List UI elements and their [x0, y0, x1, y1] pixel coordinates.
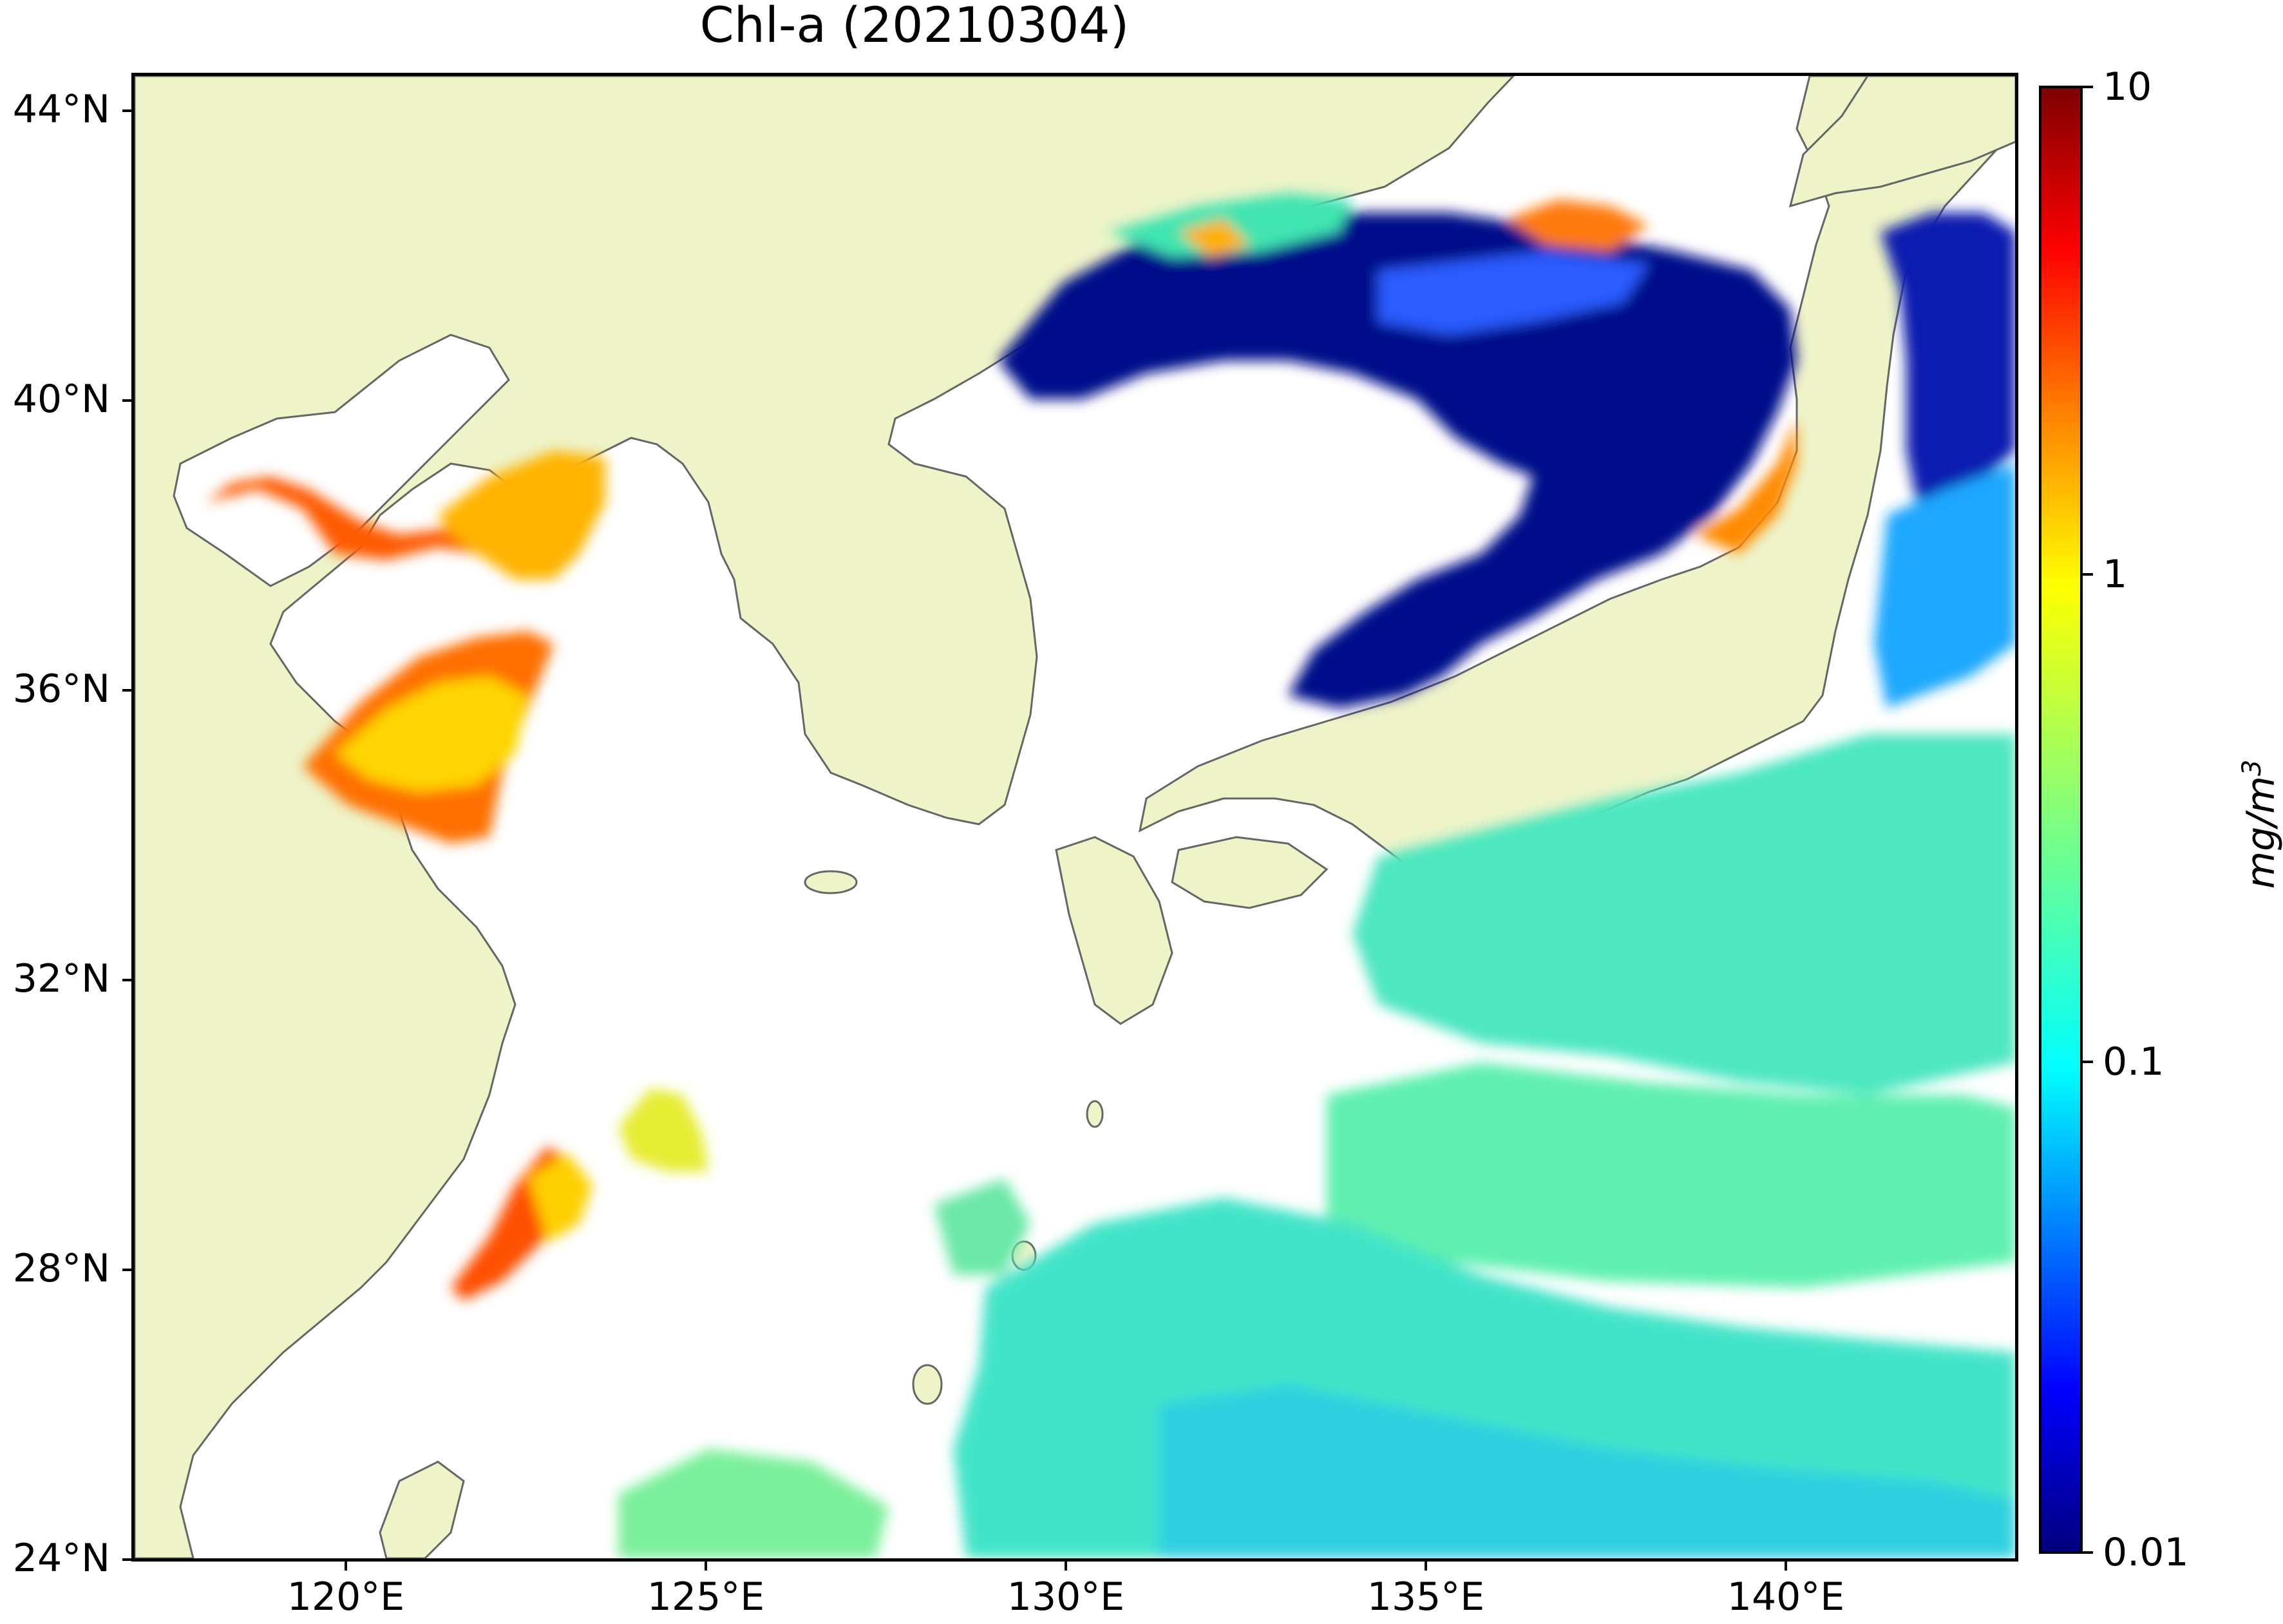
lon-label-125: 125°E	[647, 1574, 765, 1619]
bohai-water	[173, 334, 510, 587]
lon-label-140: 140°E	[1727, 1574, 1845, 1619]
map-title: Chl-a (20210304)	[699, 0, 1130, 53]
map-svg	[135, 76, 2015, 1558]
lon-label-135: 135°E	[1367, 1574, 1485, 1619]
lat-tick	[122, 979, 133, 981]
colorbar-label-0.1: 0.1	[2103, 1039, 2165, 1084]
lat-label-36: 36°N	[12, 666, 110, 712]
lat-label-40: 40°N	[12, 377, 110, 422]
land-tanegashima	[1086, 1100, 1104, 1128]
lon-label-120: 120°E	[287, 1574, 405, 1619]
lat-label-32: 32°N	[12, 956, 110, 1001]
lon-tick	[345, 1560, 347, 1571]
colorbar	[2039, 86, 2083, 1554]
colorbar-unit-label: mg/m3	[2237, 760, 2283, 889]
land-kyushu	[1055, 836, 1173, 1025]
land-okinawa	[912, 1364, 943, 1405]
lat-tick	[122, 1269, 133, 1271]
lon-tick	[1065, 1560, 1067, 1571]
chl-layer	[206, 193, 2015, 1558]
colorbar-unit: mg/m	[2239, 776, 2283, 889]
land-taiwan	[379, 1460, 465, 1558]
lat-label-44: 44°N	[12, 87, 110, 132]
lat-tick	[122, 109, 133, 112]
land-hokkaido	[1788, 76, 2015, 208]
colorbar-tick	[2083, 1551, 2093, 1554]
lon-label-130: 130°E	[1007, 1574, 1125, 1619]
colorbar-label-0.01: 0.01	[2103, 1530, 2189, 1575]
colorbar-label-1: 1	[2103, 552, 2128, 597]
colorbar-unit-exponent: 3	[2237, 759, 2267, 777]
land-asia	[135, 76, 1515, 1558]
map-plot-area	[131, 73, 2018, 1562]
lat-label-28: 28°N	[12, 1246, 110, 1291]
colorbar-tick	[2083, 1061, 2093, 1063]
colorbar-tick	[2083, 573, 2093, 576]
lat-tick	[122, 399, 133, 402]
lat-label-24: 24°N	[12, 1536, 110, 1581]
colorbar-label-10: 10	[2103, 64, 2152, 109]
colorbar-tick	[2083, 86, 2093, 88]
lon-tick	[1785, 1560, 1787, 1571]
lat-tick	[122, 1558, 133, 1561]
land-jeju	[804, 870, 858, 894]
lon-tick	[1425, 1560, 1427, 1571]
land-shikoku	[1171, 836, 1329, 909]
lon-tick	[705, 1560, 707, 1571]
lat-tick	[122, 689, 133, 692]
